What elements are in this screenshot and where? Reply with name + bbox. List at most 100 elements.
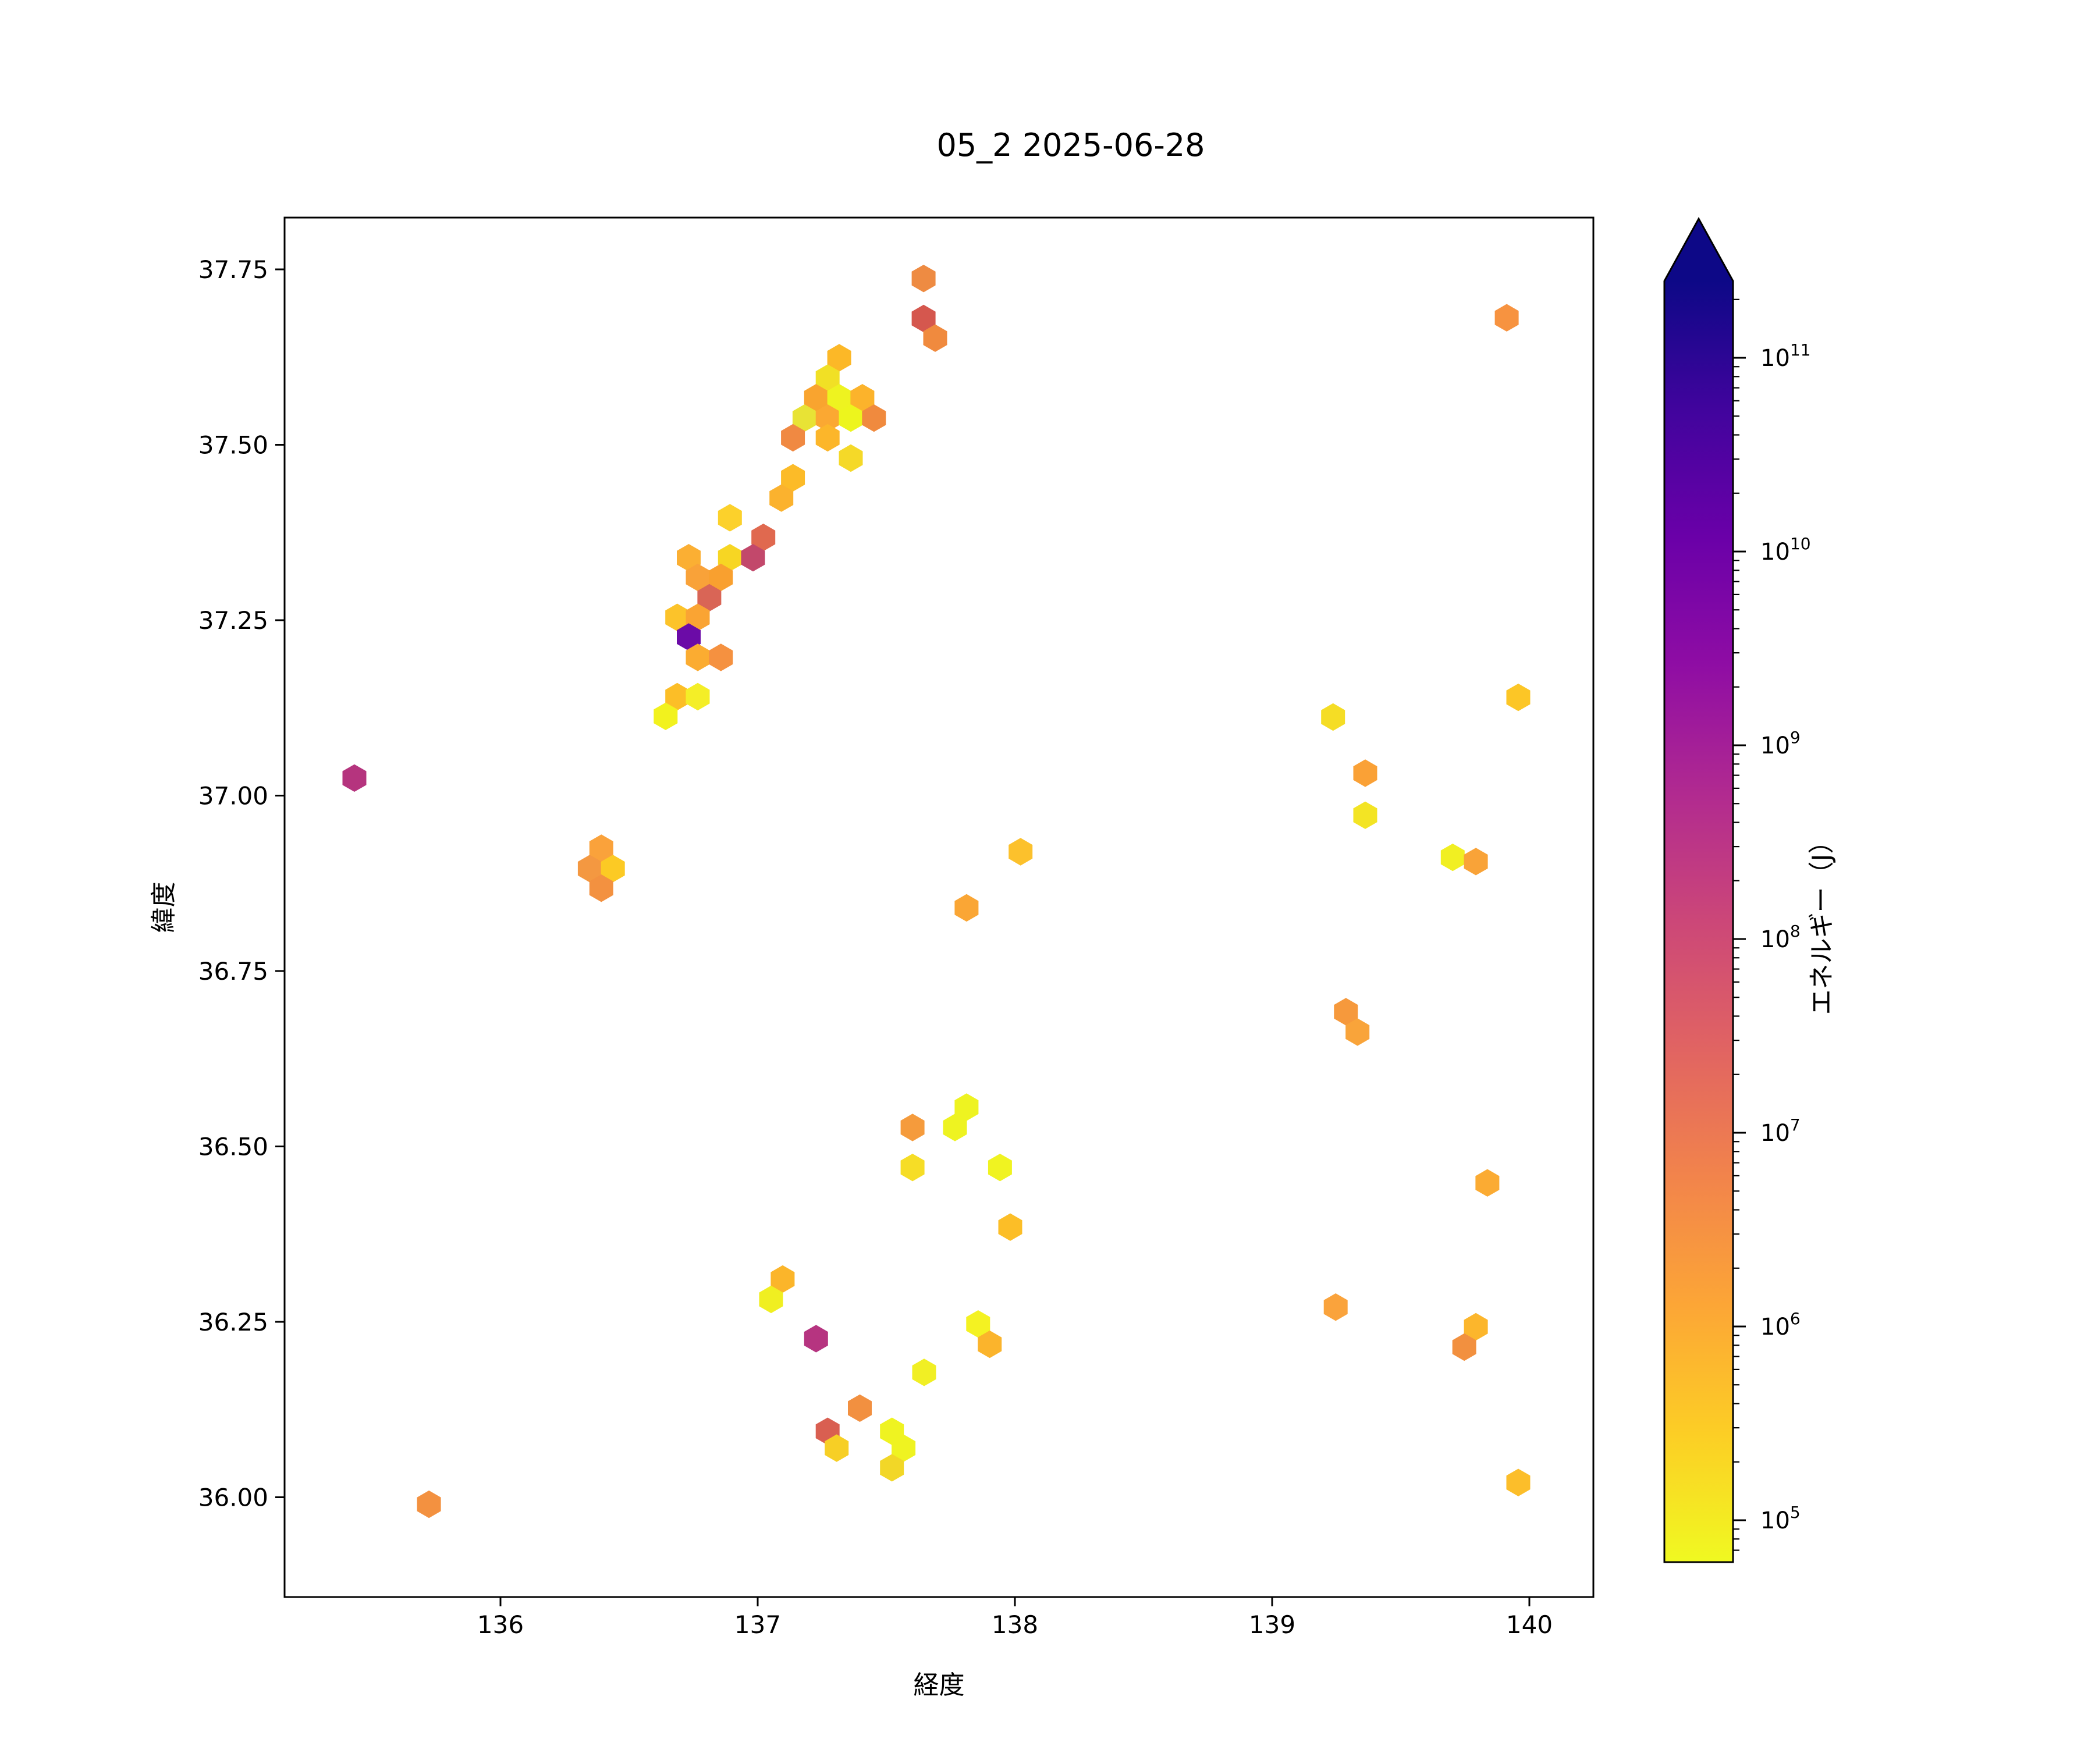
hexbin-cell (827, 344, 851, 372)
y-axis-label: 緯度 (149, 882, 179, 933)
x-tick-label: 139 (1249, 1610, 1295, 1639)
hexbin-cell (1506, 1468, 1531, 1496)
hexbin-cell (751, 524, 776, 552)
hexbin-cell (862, 404, 886, 432)
colorbar-outline (1663, 216, 1734, 1563)
colorbar-tick-exponent: 5 (1790, 1503, 1801, 1522)
hexbin-cell (850, 384, 875, 412)
hexbin-cell (880, 1454, 904, 1482)
colorbar-tick-exponent: 8 (1790, 922, 1801, 941)
hexbin-cell (686, 603, 710, 631)
x-tick-label: 137 (734, 1610, 781, 1639)
hexbin-cell (954, 1093, 979, 1121)
hexbin-cell (978, 1330, 1002, 1358)
hexbin-cell (1494, 304, 1519, 332)
hexbin-cell (686, 643, 710, 671)
hexbin-cell (900, 1114, 925, 1141)
hexbin-cell (792, 404, 816, 432)
y-tick-label: 36.25 (198, 1308, 268, 1336)
hexbin-cell (677, 544, 701, 572)
colorbar-extend-arrow (1664, 219, 1733, 281)
hexbin-cell (718, 504, 742, 532)
hexbin-cell (911, 265, 936, 293)
hexbin-cell (954, 894, 979, 922)
colorbar-tick-label: 106 (1760, 1309, 1801, 1340)
colorbar-tick-label: 107 (1760, 1115, 1801, 1147)
colorbar-tick-exponent: 6 (1790, 1309, 1801, 1328)
colorbar-label: エネルギー（J） (1807, 828, 1837, 1015)
colorbar-tick-label: 108 (1760, 922, 1801, 953)
hexbin-cell (1334, 998, 1358, 1026)
colorbar-tick-exponent: 11 (1790, 340, 1811, 360)
x-tick-label: 140 (1506, 1610, 1553, 1639)
hexbin-cell (589, 834, 613, 862)
hexbin-cell (815, 424, 840, 452)
hexbin-cell (815, 364, 840, 392)
hexbin-cell (825, 1434, 849, 1462)
hexbin-cell (759, 1285, 783, 1314)
hexbin-cell (923, 324, 947, 352)
chart-title: 05_2 2025-06-28 (936, 127, 1205, 163)
hexbin-cell (804, 384, 828, 412)
hexbin-cell (769, 484, 794, 512)
hexbin-cell (697, 584, 722, 612)
hexbin-points (342, 265, 1531, 1518)
hexbin-cell (804, 1325, 828, 1353)
hexbin-cell (718, 544, 742, 572)
hexbin-cell (1345, 1018, 1370, 1046)
hexbin-cell (911, 304, 936, 333)
x-tick-label: 138 (992, 1610, 1038, 1639)
hexbin-cell (417, 1490, 441, 1518)
hexbin-cell (1323, 1293, 1348, 1321)
hexbin-cell (998, 1213, 1022, 1241)
y-tick-label: 36.00 (198, 1484, 268, 1512)
hexbin-cell (1440, 844, 1465, 872)
hexbin-cell (848, 1394, 872, 1422)
hexbin-cell (686, 682, 710, 711)
colorbar-tick-label: 1011 (1760, 340, 1811, 372)
colorbar-tick-exponent: 10 (1790, 534, 1811, 553)
y-tick-label: 37.00 (198, 782, 268, 810)
hexbin-cell (988, 1154, 1012, 1182)
x-tick-label: 136 (477, 1610, 524, 1639)
y-tick-label: 37.25 (198, 606, 268, 635)
y-tick-label: 36.50 (198, 1133, 268, 1161)
hexbin-cell (665, 603, 690, 631)
colorbar-tick-exponent: 9 (1790, 728, 1801, 747)
axes-spines (283, 216, 1595, 1598)
hexbin-cell (827, 384, 851, 412)
hexbin-cell (601, 855, 625, 883)
colorbar-tick-label: 109 (1760, 728, 1801, 759)
colorbar-bar (1664, 281, 1733, 1562)
hexbin-cell (709, 563, 733, 592)
hexbin-cell (770, 1265, 795, 1293)
x-axis: 136 137 138 139 140 経度 (477, 1597, 1553, 1700)
y-tick-label: 36.75 (198, 957, 268, 986)
hexbin-cell (1464, 848, 1488, 876)
hexbin-cell (1009, 838, 1033, 866)
hexbin-cell (665, 682, 690, 711)
hexbin-cell (589, 874, 613, 902)
x-axis-label: 経度 (914, 1670, 965, 1700)
hexbin-cell (1475, 1169, 1500, 1197)
hexbin-cell (892, 1434, 916, 1462)
hexbin-cell (1506, 684, 1531, 712)
hexbin-cell (943, 1114, 967, 1141)
hexbin-cell (1321, 703, 1345, 731)
y-axis: 37.75 37.50 37.25 37.00 36.75 36.50 36.25 36.00… (149, 255, 285, 1512)
y-tick-label: 37.50 (198, 431, 268, 460)
hexbin-cell (815, 404, 840, 432)
hexbin-cell (966, 1310, 990, 1338)
hexbin-cell (912, 1358, 936, 1386)
hexbin-chart: 136 137 138 139 140 経度 37.75 37.50 37.25 37.00 36.… (149, 127, 1837, 1700)
hexbin-cell (1464, 1313, 1488, 1341)
hexbin-cell (839, 444, 863, 472)
hexbin-cell (1353, 759, 1377, 787)
hexbin-cell (741, 544, 765, 572)
hexbin-cell (654, 702, 678, 730)
colorbar-tick-label: 105 (1760, 1503, 1801, 1534)
hexbin-cell (677, 623, 701, 651)
colorbar-tick-exponent: 7 (1790, 1115, 1801, 1134)
colorbar-tick-label: 1010 (1760, 534, 1811, 566)
